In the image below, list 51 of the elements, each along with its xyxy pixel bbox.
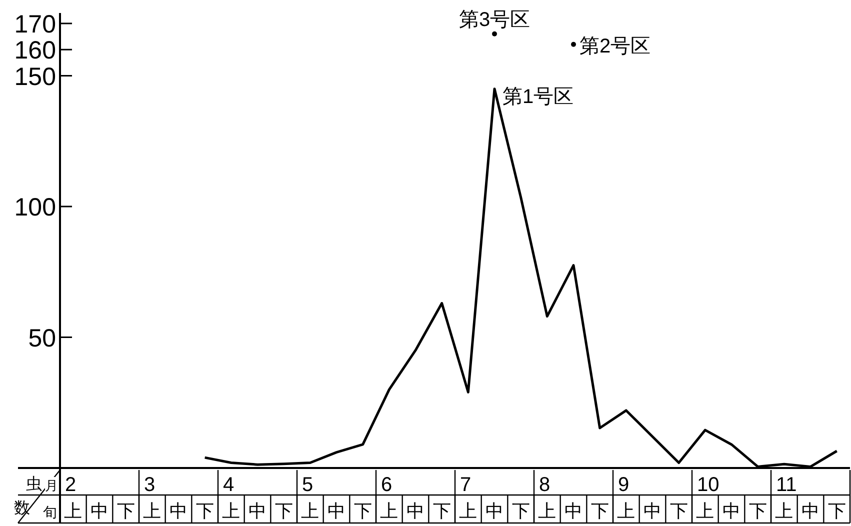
- x-tick-label: 下: [512, 501, 530, 521]
- text: 11: [776, 474, 797, 496]
- y-tick-label: 170: [14, 10, 56, 38]
- text: 4: [223, 474, 234, 496]
- x-tick-label: 下: [196, 501, 214, 521]
- x-tick-label: 中: [90, 501, 108, 521]
- x-tick-label: 中: [802, 501, 820, 521]
- text: 6: [381, 474, 392, 496]
- x-tick-label: 上: [222, 501, 240, 521]
- x-tick-label: 下: [274, 501, 293, 521]
- x-tick-label: 下: [748, 501, 767, 521]
- y-axis-title: 虫数: [14, 475, 42, 517]
- x-tick-label: 下: [354, 501, 372, 521]
- x-tick-label: 下: [432, 501, 451, 521]
- x-tick-label: 中: [564, 501, 582, 521]
- x-tick-label: 中: [248, 501, 266, 521]
- x-tick-label: 上: [775, 501, 794, 521]
- x-tick-label: 上: [459, 501, 478, 521]
- y-tick-label: 50: [28, 324, 56, 352]
- x-tick-label: 下: [590, 501, 609, 521]
- text: 3: [144, 474, 156, 496]
- series-label: 第3号区: [458, 8, 530, 31]
- text: 旬: [43, 504, 57, 520]
- x-tick-label: 中: [486, 501, 504, 521]
- y-tick-label: 150: [14, 62, 56, 91]
- text: 5: [302, 474, 314, 496]
- text: 9: [618, 474, 630, 496]
- series-label: 第2号区: [580, 35, 651, 58]
- x-tick-label: 下: [116, 501, 135, 521]
- x-tick-label: 上: [301, 501, 320, 521]
- x-tick-label: 上: [617, 501, 636, 521]
- x-tick-label: 中: [644, 501, 662, 521]
- x-tick-label: 中: [170, 501, 188, 521]
- x-tick-label: 中: [328, 501, 346, 521]
- x-tick-label: 中: [722, 501, 740, 521]
- y-tick-label: 100: [14, 194, 56, 222]
- x-tick-label: 上: [64, 501, 82, 521]
- text: 2: [65, 474, 76, 496]
- x-tick-label: 上: [143, 501, 162, 521]
- text: 10: [697, 474, 720, 496]
- x-tick-label: 上: [538, 501, 556, 521]
- text: 月: [45, 478, 58, 493]
- x-tick-label: 上: [696, 501, 714, 521]
- x-tick-label: 下: [828, 501, 846, 521]
- text: 7: [460, 474, 472, 496]
- series-label: 第1号区: [502, 86, 574, 108]
- x-tick-label: 下: [670, 501, 688, 521]
- x-tick-label: 上: [380, 501, 398, 521]
- y-tick-label: 160: [14, 36, 56, 65]
- x-tick-label: 中: [406, 501, 424, 521]
- text: 8: [539, 474, 550, 496]
